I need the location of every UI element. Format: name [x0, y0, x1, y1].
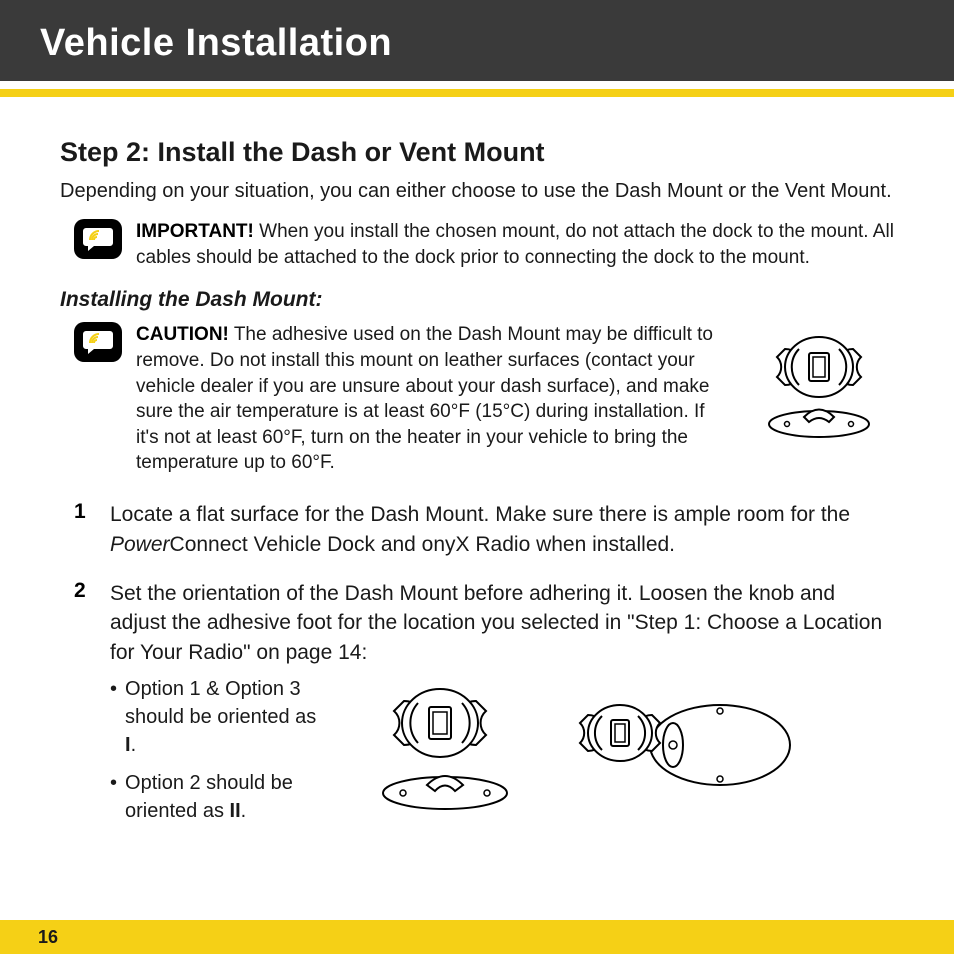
- dash-mount-illustration: [744, 322, 894, 476]
- step-number: 1: [74, 500, 92, 559]
- important-note: IMPORTANT! When you install the chosen m…: [60, 219, 894, 270]
- options-row: • Option 1 & Option 3 should be oriented…: [110, 675, 894, 835]
- accent-bar: [0, 89, 954, 97]
- option-a: • Option 1 & Option 3 should be oriented…: [110, 675, 325, 759]
- step-number: 2: [74, 579, 92, 835]
- page-title: Vehicle Installation: [40, 22, 914, 65]
- step-body: Set the orientation of the Dash Mount be…: [110, 579, 894, 835]
- options-text: • Option 1 & Option 3 should be oriented…: [110, 675, 325, 835]
- chat-alert-icon: [74, 322, 122, 362]
- orientation-diagram-2: [565, 675, 795, 815]
- caution-label: CAUTION!: [136, 324, 229, 345]
- step-heading: Step 2: Install the Dash or Vent Mount: [60, 137, 894, 168]
- step-item-2: 2 Set the orientation of the Dash Mount …: [74, 579, 894, 835]
- caution-text: CAUTION! The adhesive used on the Dash M…: [136, 322, 730, 476]
- header-band: Vehicle Installation: [0, 0, 954, 81]
- caution-body: The adhesive used on the Dash Mount may …: [136, 324, 713, 473]
- footer-bar: 16: [0, 920, 954, 954]
- caution-block: CAUTION! The adhesive used on the Dash M…: [60, 322, 894, 476]
- option-b: • Option 2 should be oriented as II.: [110, 769, 325, 825]
- content-area: Step 2: Install the Dash or Vent Mount D…: [0, 97, 954, 835]
- chat-alert-icon: [74, 219, 122, 259]
- important-label: IMPORTANT!: [136, 221, 254, 242]
- step-list: 1 Locate a flat surface for the Dash Mou…: [60, 500, 894, 835]
- sub-heading: Installing the Dash Mount:: [60, 288, 894, 312]
- step-body: Locate a flat surface for the Dash Mount…: [110, 500, 894, 559]
- important-text: IMPORTANT! When you install the chosen m…: [136, 219, 894, 270]
- step-item-1: 1 Locate a flat surface for the Dash Mou…: [74, 500, 894, 559]
- intro-text: Depending on your situation, you can eit…: [60, 178, 894, 205]
- orientation-diagram-1: [355, 675, 535, 815]
- page-number: 16: [38, 927, 58, 948]
- orientation-diagrams: [355, 675, 795, 815]
